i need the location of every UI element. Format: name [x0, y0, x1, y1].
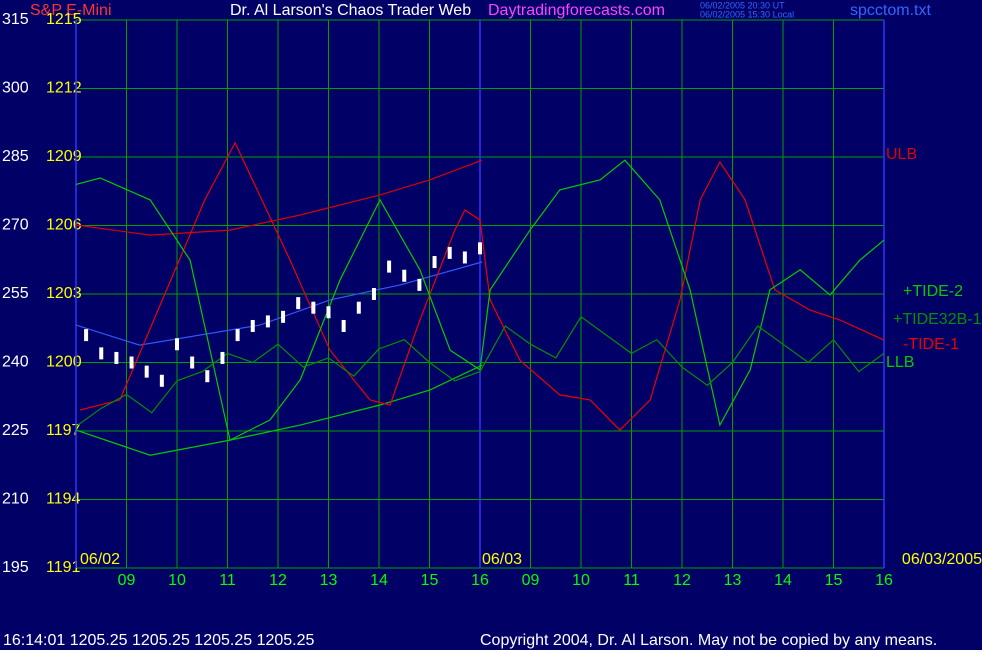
price-bar — [250, 319, 255, 332]
legend-label: +TIDE-2 — [903, 283, 963, 300]
series-line — [75, 315, 885, 427]
y2-tick-label: 1203 — [46, 285, 82, 302]
file: spcctom.txt — [850, 2, 931, 19]
date-label: 06/03 — [482, 551, 522, 568]
price-bar — [175, 338, 179, 351]
price-bar — [129, 356, 134, 369]
stamp-local: 06/02/2005 15:30 Local — [700, 9, 794, 19]
x-tick-label: 16 — [471, 572, 489, 589]
y-tick-label: 315 — [2, 11, 29, 28]
copyright: Copyright 2004, Dr. Al Larson. May not b… — [480, 632, 937, 649]
y2-tick-label: 1212 — [46, 80, 82, 97]
y2-tick-label: 1206 — [46, 217, 82, 234]
site: Daytradingforecasts.com — [488, 2, 665, 19]
x-tick-label: 14 — [774, 572, 792, 589]
series-line — [75, 159, 885, 441]
x-tick-label: 12 — [269, 572, 287, 589]
quote: 16:14:01 1205.25 1205.25 1205.25 1205.25 — [3, 632, 315, 649]
price-bar — [205, 370, 210, 383]
x-tick-label: 11 — [219, 572, 236, 589]
y-tick-label: 300 — [2, 80, 29, 97]
price-bar — [432, 256, 437, 269]
price-bar — [144, 365, 149, 378]
x-tick-label: 13 — [724, 572, 742, 589]
price-bar — [99, 347, 104, 360]
x-tick-label: 14 — [370, 572, 388, 589]
legend-label: -TIDE-1 — [903, 336, 959, 353]
x-tick-label: 15 — [421, 572, 439, 589]
legend-label: LLB — [886, 354, 914, 371]
y2-tick-label: 1215 — [46, 11, 82, 28]
date-label: 06/02 — [80, 551, 120, 568]
price-bar — [356, 301, 361, 314]
price-bar — [417, 278, 422, 291]
series-line — [75, 159, 483, 236]
price-bar — [220, 351, 225, 364]
x-tick-label: 10 — [572, 572, 590, 589]
price-bar — [462, 251, 467, 264]
y-tick-label: 195 — [2, 559, 29, 576]
y2-tick-label: 1191 — [46, 559, 81, 576]
stamp-ut: 06/02/2005 20:30 UT — [700, 0, 785, 10]
y2-tick-label: 1209 — [46, 148, 82, 165]
chart-title: Dr. Al Larson's Chaos Trader Web — [230, 2, 471, 19]
price-bar — [265, 315, 270, 328]
price-bar — [296, 297, 301, 310]
price-bar — [114, 351, 119, 364]
series-line — [79, 141, 885, 431]
legend-label: ULB — [886, 146, 917, 163]
y-tick-label: 285 — [2, 148, 29, 165]
series-line — [75, 261, 483, 346]
price-bar — [478, 242, 482, 255]
x-tick-label: 09 — [522, 572, 540, 589]
date-label: 06/03/2005 — [902, 551, 982, 568]
price-bar — [447, 246, 452, 259]
price-bar — [281, 310, 286, 323]
price-bar — [235, 329, 240, 342]
y2-tick-label: 1194 — [46, 491, 81, 508]
price-bar — [190, 356, 195, 369]
y-tick-label: 270 — [2, 217, 29, 234]
price-bar — [84, 329, 89, 342]
price-bar — [311, 301, 316, 314]
legend-label: +TIDE32B-1 — [893, 311, 982, 328]
x-tick-label: 11 — [623, 572, 640, 589]
instrument: S&P E-Mini — [30, 2, 112, 19]
price-bar — [387, 260, 392, 273]
x-tick-label: 12 — [673, 572, 691, 589]
y-tick-label: 225 — [2, 422, 29, 439]
y-tick-label: 210 — [2, 491, 29, 508]
x-tick-label: 13 — [320, 572, 338, 589]
price-bar — [341, 319, 346, 332]
price-bar — [371, 288, 376, 300]
price-bar — [159, 374, 164, 387]
x-tick-label: 09 — [118, 572, 136, 589]
series-line — [75, 364, 483, 456]
y-tick-label: 240 — [2, 354, 29, 371]
x-tick-label: 10 — [168, 572, 186, 589]
y2-tick-label: 1197 — [46, 422, 81, 439]
price-bar — [326, 306, 331, 319]
price-bar — [402, 269, 407, 282]
x-tick-label: 15 — [825, 572, 843, 589]
y-tick-label: 255 — [2, 285, 29, 302]
x-tick-label: 16 — [875, 572, 893, 589]
y2-tick-label: 1200 — [46, 354, 82, 371]
